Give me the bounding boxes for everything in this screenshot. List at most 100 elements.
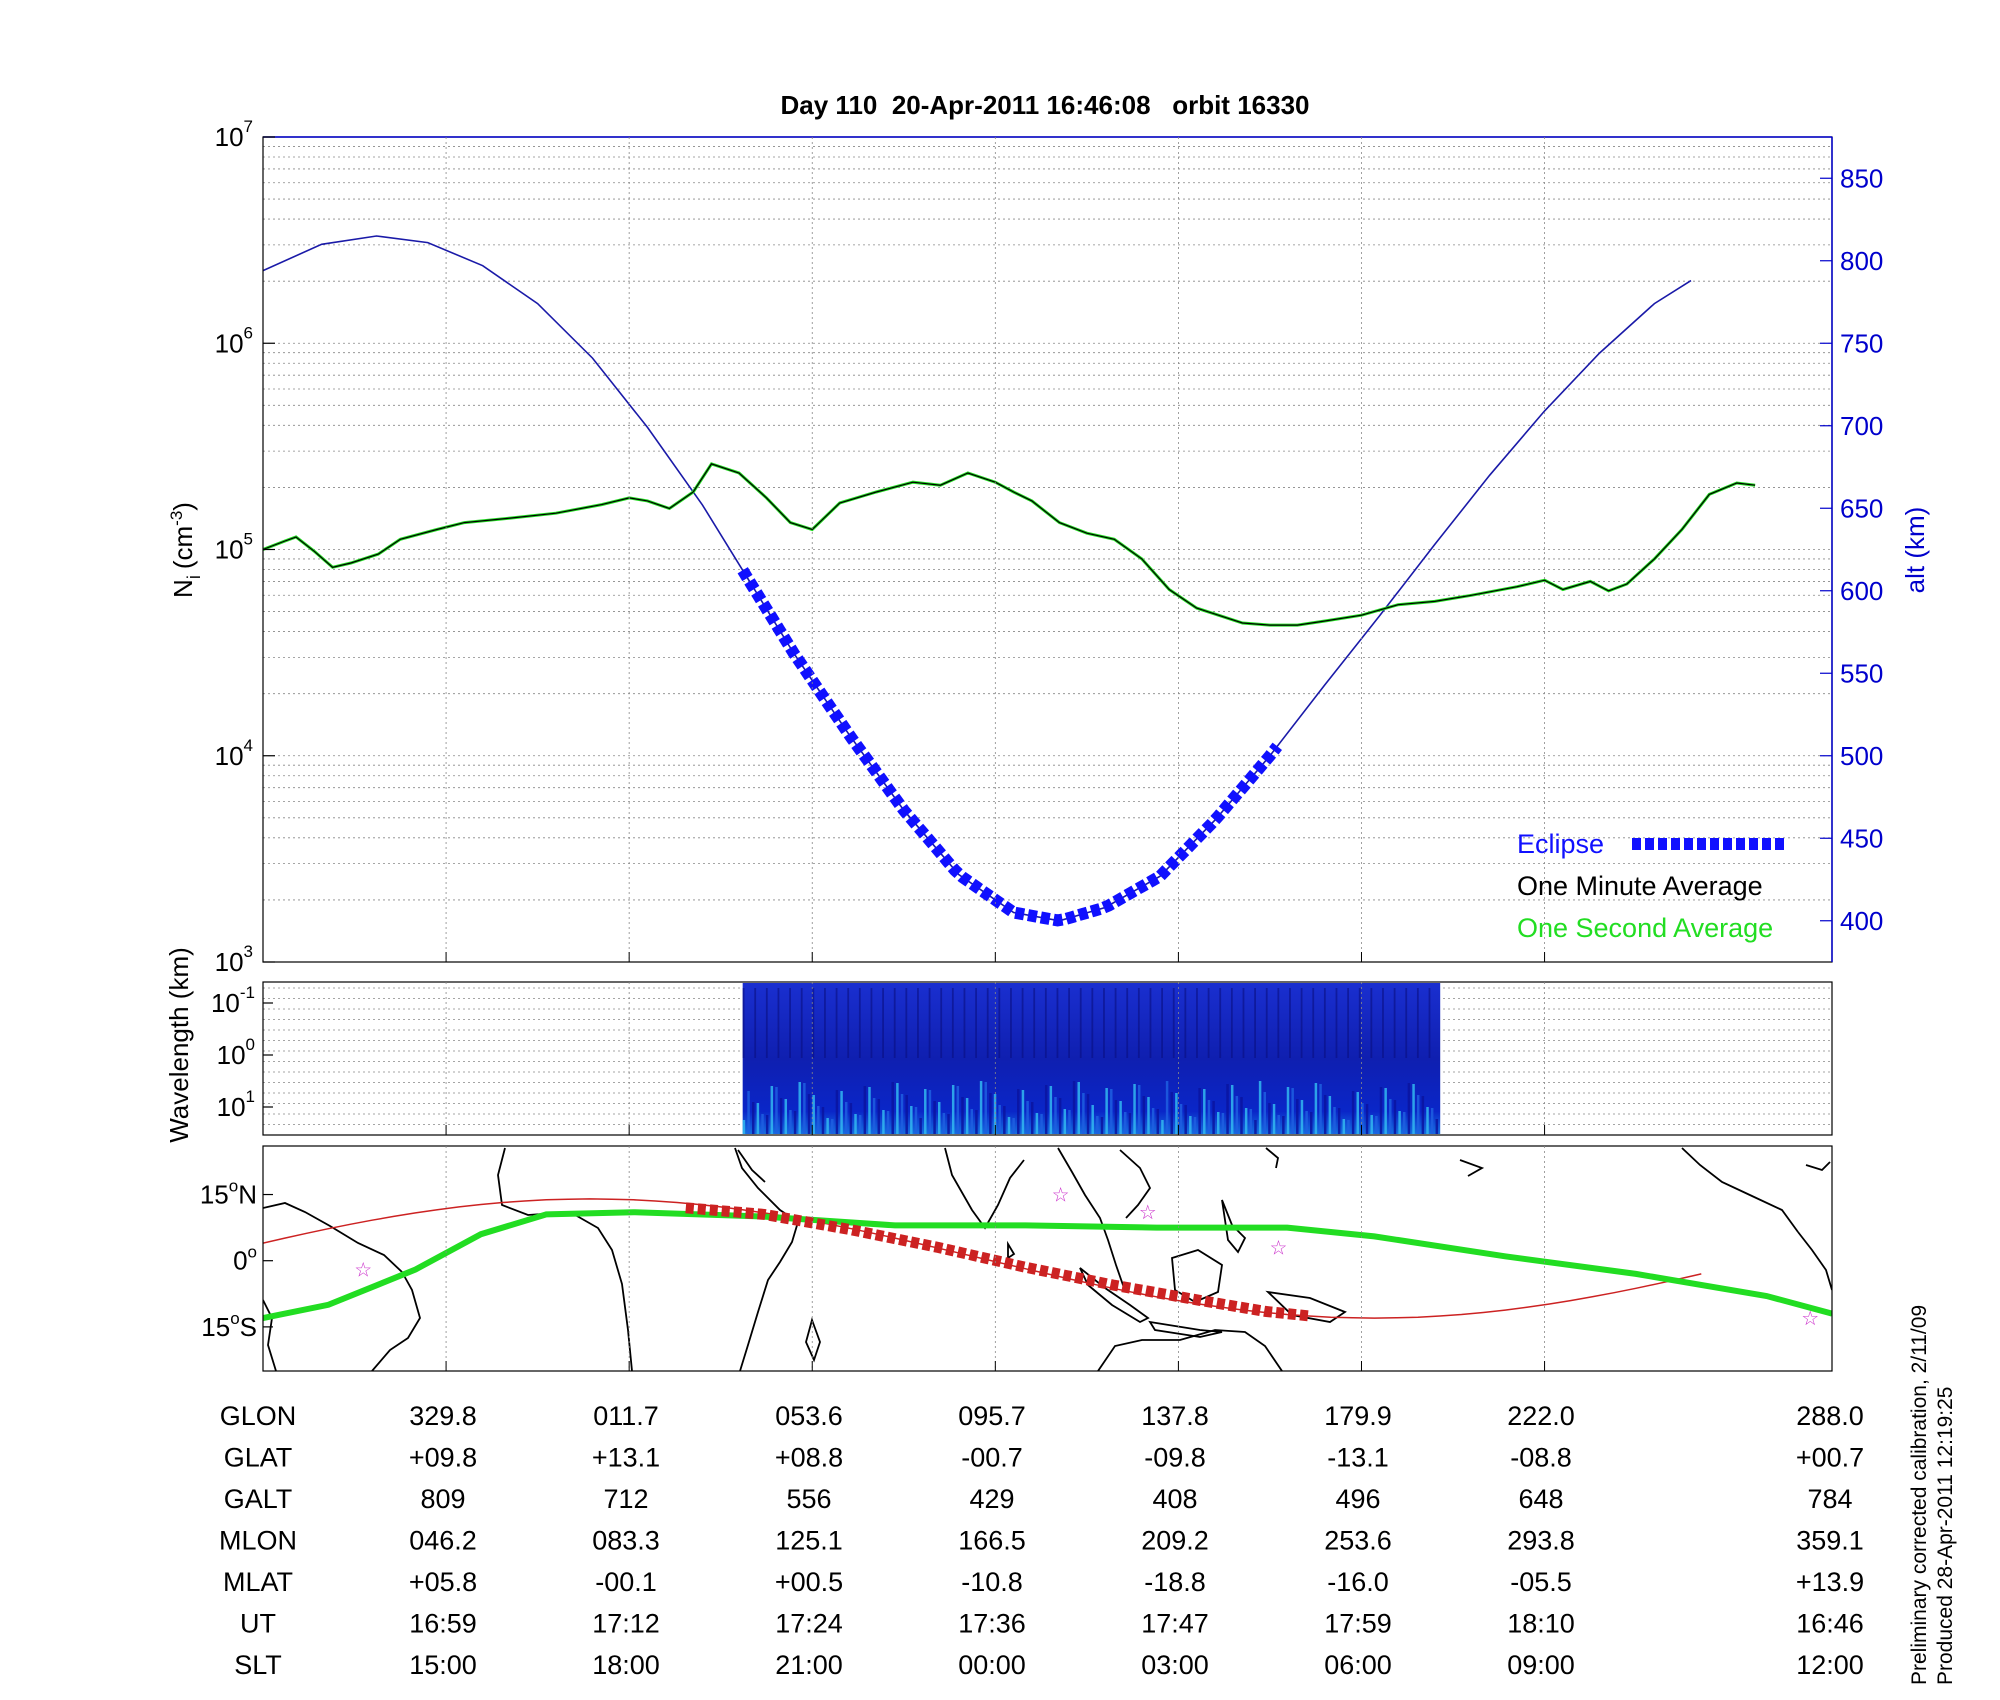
one-minute-average-line xyxy=(263,463,1756,626)
y2-tick-label: 400 xyxy=(1840,906,1883,936)
table-cell: 09:00 xyxy=(1507,1650,1575,1680)
spectrogram-stripe xyxy=(1286,1087,1290,1134)
table-cell: 011.7 xyxy=(593,1401,659,1431)
table-cell: -10.8 xyxy=(961,1567,1023,1597)
spectrogram-stripe xyxy=(1058,1098,1062,1134)
spectrogram-stripe xyxy=(793,1111,797,1134)
table-cell: 166.5 xyxy=(958,1526,1026,1556)
ylabel-exp: -3 xyxy=(167,511,186,526)
spectrogram-stripe xyxy=(1240,1097,1243,1134)
spectrogram-stripe xyxy=(900,1094,904,1134)
table-cell: +13.1 xyxy=(592,1443,660,1473)
spectrogram-stripe xyxy=(812,988,815,1058)
spectrogram-stripe xyxy=(872,1098,876,1134)
magnetic-markers: ☆ ☆ ☆ ☆ ☆ xyxy=(354,1185,1819,1331)
india-coast xyxy=(944,1147,1025,1230)
y2-tick-label: 750 xyxy=(1840,328,1883,358)
spectrogram-stripe xyxy=(754,988,757,1058)
spectrogram-stripe xyxy=(1017,1089,1020,1134)
spectrogram-stripe xyxy=(849,1103,853,1134)
spectrogram-stripe xyxy=(1277,1115,1280,1134)
y-tick-label: 101 xyxy=(217,1087,255,1122)
tick-base: 10 xyxy=(215,741,244,771)
spectrogram-stripe xyxy=(1149,988,1152,1058)
table-row-label: GLON xyxy=(220,1401,297,1431)
spectrogram-stripe xyxy=(1249,1109,1253,1134)
table-cell: 053.6 xyxy=(775,1401,843,1431)
spectrogram-stripe xyxy=(986,988,989,1058)
table-cell: 179.9 xyxy=(1324,1401,1392,1431)
table-cell: -08.8 xyxy=(1510,1443,1572,1473)
spectrogram-stripe xyxy=(835,988,838,1058)
table-cell: +08.8 xyxy=(775,1443,843,1473)
y-tick-label: 104 xyxy=(215,736,253,771)
tick-base: 10 xyxy=(215,122,244,152)
spectrogram-stripe xyxy=(817,1106,820,1134)
table-cell: 496 xyxy=(1335,1484,1380,1514)
java xyxy=(1148,1320,1223,1338)
spectrogram-stripe xyxy=(826,1118,829,1134)
spectrogram-stripe xyxy=(1189,1116,1192,1134)
spectrogram-stripe xyxy=(882,1110,885,1134)
spectrogram-stripe xyxy=(963,988,966,1058)
table-cell: 18:10 xyxy=(1507,1609,1575,1639)
y-tick-label: 100 xyxy=(217,1035,255,1070)
spectrogram-stripe xyxy=(798,1082,801,1134)
spectrogram-stripe xyxy=(789,1110,792,1134)
spectrogram-stripe xyxy=(858,988,861,1058)
tick-exp: 3 xyxy=(244,942,253,961)
spectrogram-stripe xyxy=(1091,988,1094,1058)
spectrogram-stripe xyxy=(1314,1083,1318,1134)
spectrogram-stripe xyxy=(1103,988,1105,1058)
spectrogram-stripe xyxy=(1398,1111,1401,1134)
table-cell: +05.8 xyxy=(409,1567,477,1597)
table-cell: 17:24 xyxy=(775,1609,843,1639)
spectrogram-stripe xyxy=(970,1109,974,1134)
spectrogram-stripe xyxy=(1133,1084,1136,1134)
spectrogram-stripe xyxy=(1379,1087,1383,1134)
spectrogram-stripe xyxy=(1221,1113,1225,1134)
spectrogram-stripe xyxy=(1337,1108,1341,1134)
tick-base: 10 xyxy=(211,988,240,1018)
spectrogram-stripe xyxy=(886,1111,890,1134)
spectrogram-stripe xyxy=(919,1118,922,1134)
spectrogram-stripe xyxy=(1342,1119,1346,1134)
table-cell: 712 xyxy=(603,1484,648,1514)
spectrogram-stripe xyxy=(1416,1095,1420,1134)
lat-tick-label: 15oN xyxy=(200,1177,257,1210)
spectrogram-stripe xyxy=(1351,1091,1355,1134)
spectrogram-stripe xyxy=(1361,1103,1364,1134)
spectrogram-stripe xyxy=(905,1095,908,1134)
spectrogram-stripe xyxy=(1226,1084,1229,1134)
spectrogram-stripe xyxy=(1161,988,1163,1058)
spectrogram-stripe xyxy=(1347,1120,1350,1134)
spectrogram-stripe xyxy=(1010,988,1012,1058)
legend-one-minute-label: One Minute Average xyxy=(1517,871,1763,901)
table-cell: 17:47 xyxy=(1141,1609,1209,1639)
spectrogram-stripe xyxy=(1172,988,1175,1058)
star-marker: ☆ xyxy=(1139,1202,1157,1224)
spectrogram-stripe xyxy=(1258,1081,1262,1134)
lat-deg: 15 xyxy=(201,1312,230,1342)
spectrogram-stripe xyxy=(1072,1081,1076,1134)
orbit-table: GLON 329.8 011.7 053.6 095.7 137.8 179.9 222.0 2… xyxy=(219,1401,1864,1680)
sumatra xyxy=(1079,1267,1150,1324)
spectrogram-stripe xyxy=(956,1086,960,1134)
sri-lanka xyxy=(1007,1240,1016,1260)
y2-tick-label: 650 xyxy=(1840,493,1883,523)
table-row-label: SLT xyxy=(234,1650,282,1680)
tick-base: 10 xyxy=(217,1092,246,1122)
spectrogram-stripe xyxy=(891,1082,894,1134)
table-cell: +00.5 xyxy=(775,1567,843,1597)
spectrogram-stripe xyxy=(1296,1099,1299,1134)
spectrogram-stripe xyxy=(1282,1116,1285,1134)
spectrogram-y-label: Wavelength (km) xyxy=(164,947,194,1143)
table-row-label: MLAT xyxy=(223,1567,293,1597)
spectrogram-stripe xyxy=(1030,1102,1034,1134)
cuba xyxy=(1805,1161,1831,1172)
eclipse-ground-track xyxy=(685,1202,1310,1322)
spectrogram-stripe xyxy=(1044,1085,1048,1134)
spectrogram-stripe xyxy=(1068,988,1070,1058)
spectrogram-stripe xyxy=(924,1089,927,1134)
spectrogram-stripe xyxy=(1430,1108,1434,1134)
